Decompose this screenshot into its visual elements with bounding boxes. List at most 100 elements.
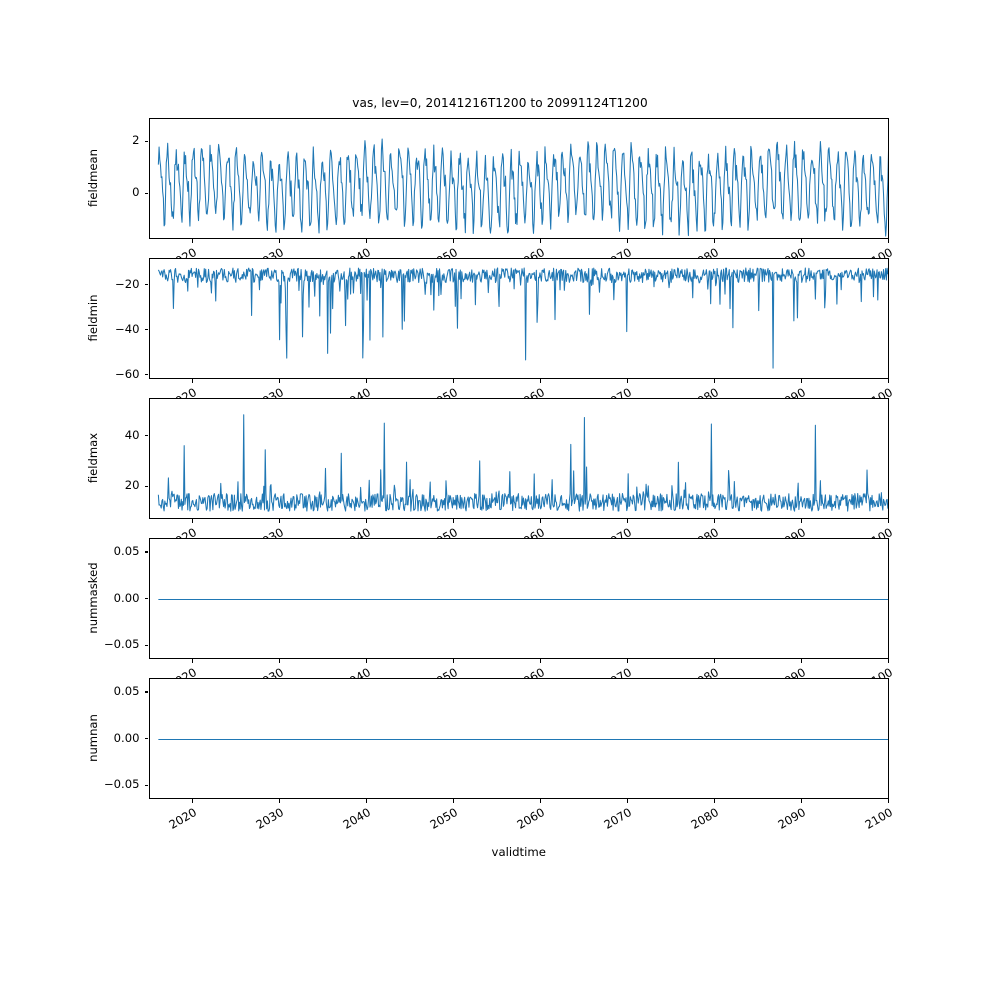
x-tick-mark	[800, 379, 802, 383]
y-tick-label: 40	[124, 427, 140, 442]
x-tick-mark	[365, 519, 367, 523]
x-tick-label: 2050	[425, 665, 460, 678]
x-tick-mark	[452, 659, 454, 663]
y-tick-label: −60	[115, 366, 140, 381]
x-tick-label: 2030	[251, 385, 286, 398]
y-tick-label: −0.05	[103, 777, 140, 792]
x-tick-label: 2070	[599, 245, 635, 258]
x-tick-label: 2090	[773, 245, 809, 258]
y-tick-label: 0.00	[113, 730, 140, 745]
x-tick-label: 2050	[425, 525, 460, 538]
y-tick-label: 0	[132, 185, 140, 200]
y-tick-mark	[144, 485, 149, 487]
x-tick-label: 2030	[251, 665, 286, 678]
x-tick-label: 2070	[599, 385, 635, 398]
x-tick-label: 2060	[512, 245, 548, 258]
x-tick-mark	[539, 379, 541, 383]
x-tick-label-group: 2020 2030 2040 2050 2060 2070 2080 2090 2100	[0, 659, 1000, 678]
y-tick-mark	[144, 192, 149, 194]
y-tick-mark	[144, 435, 149, 437]
y-tick-mark	[144, 598, 149, 600]
x-tick-mark	[887, 519, 889, 523]
x-tick-label: 2080	[686, 665, 722, 678]
x-tick-mark	[887, 659, 889, 663]
x-tick-label: 2040	[338, 665, 373, 678]
x-tick-mark	[191, 659, 193, 663]
x-tick-mark	[887, 799, 889, 803]
x-tick-label: 2020	[164, 525, 199, 538]
x-tick-label: 2020	[164, 385, 199, 398]
y-tick-mark	[144, 374, 149, 376]
x-tick-mark	[887, 239, 889, 243]
x-tick-label: 2060	[512, 525, 548, 538]
x-tick-mark	[452, 799, 454, 803]
x-tick-label: 2070	[601, 805, 635, 832]
x-tick-mark	[278, 659, 280, 663]
y-tick-mark	[144, 738, 149, 740]
x-axis-label: validtime	[491, 845, 546, 859]
x-tick-mark	[713, 239, 715, 243]
x-tick-mark	[365, 239, 367, 243]
x-tick-mark	[191, 799, 193, 803]
x-tick-label: 2040	[338, 245, 373, 258]
y-tick-label: 0.05	[113, 543, 140, 558]
x-tick-label: 2030	[251, 245, 286, 258]
y-axis-label-fieldmin: fieldmin	[85, 294, 100, 341]
x-tick-mark	[365, 799, 367, 803]
x-tick-mark	[713, 379, 715, 383]
x-tick-mark	[626, 239, 628, 243]
x-tick-label: 2070	[599, 665, 635, 678]
series-line-fieldmax	[149, 399, 889, 518]
x-tick-label: 2040	[338, 385, 373, 398]
x-tick-label: 2050	[425, 245, 460, 258]
series-line-fieldmin	[149, 259, 889, 378]
y-tick-mark	[144, 329, 149, 331]
x-tick-mark	[365, 659, 367, 663]
x-tick-mark	[539, 239, 541, 243]
x-tick-label: 2030	[253, 805, 287, 832]
series-line-nummasked	[149, 539, 889, 658]
y-tick-label: −20	[115, 276, 140, 291]
y-tick-label: −40	[115, 321, 140, 336]
y-tick-mark	[144, 551, 149, 553]
x-tick-mark	[278, 519, 280, 523]
x-tick-label: 2100	[860, 525, 896, 538]
y-tick-mark	[144, 644, 149, 646]
y-tick-label: 0.05	[113, 683, 140, 698]
x-tick-label: 2100	[860, 385, 896, 398]
x-tick-label: 2090	[773, 665, 809, 678]
subplot-fieldmax	[148, 398, 889, 519]
x-tick-label: 2040	[340, 805, 374, 832]
x-tick-label: 2080	[686, 245, 722, 258]
y-axis-label-fieldmax: fieldmax	[85, 432, 100, 483]
y-tick-mark	[144, 784, 149, 786]
x-tick-label: 2040	[338, 525, 373, 538]
x-tick-mark	[713, 799, 715, 803]
x-tick-label: 2090	[773, 385, 809, 398]
x-tick-label: 2050	[427, 805, 461, 832]
y-tick-mark	[144, 140, 149, 142]
y-tick-mark	[144, 284, 149, 286]
x-tick-mark	[800, 239, 802, 243]
x-tick-label-group: 2020 2030 2040 2050 2060 2070 2080 2090 2100	[0, 799, 1000, 859]
x-tick-label: 2090	[775, 805, 809, 832]
x-tick-mark	[539, 519, 541, 523]
x-tick-mark	[191, 519, 193, 523]
subplot-numnan	[148, 678, 889, 799]
x-tick-label: 2020	[164, 665, 199, 678]
x-tick-mark	[365, 379, 367, 383]
subplot-nummasked	[148, 538, 889, 659]
x-tick-mark	[452, 519, 454, 523]
y-tick-label: −0.05	[103, 637, 140, 652]
x-tick-label: 2100	[860, 665, 896, 678]
y-tick-label: 2	[132, 133, 140, 148]
x-tick-mark	[626, 659, 628, 663]
x-tick-label: 2080	[686, 525, 722, 538]
x-tick-label: 2050	[425, 385, 460, 398]
x-tick-label: 2090	[773, 525, 809, 538]
x-tick-label: 2070	[599, 525, 635, 538]
x-tick-mark	[539, 799, 541, 803]
x-tick-label-group: 2020 2030 2040 2050 2060 2070 2080 2090 2100	[0, 239, 1000, 258]
x-tick-label: 2030	[251, 525, 286, 538]
